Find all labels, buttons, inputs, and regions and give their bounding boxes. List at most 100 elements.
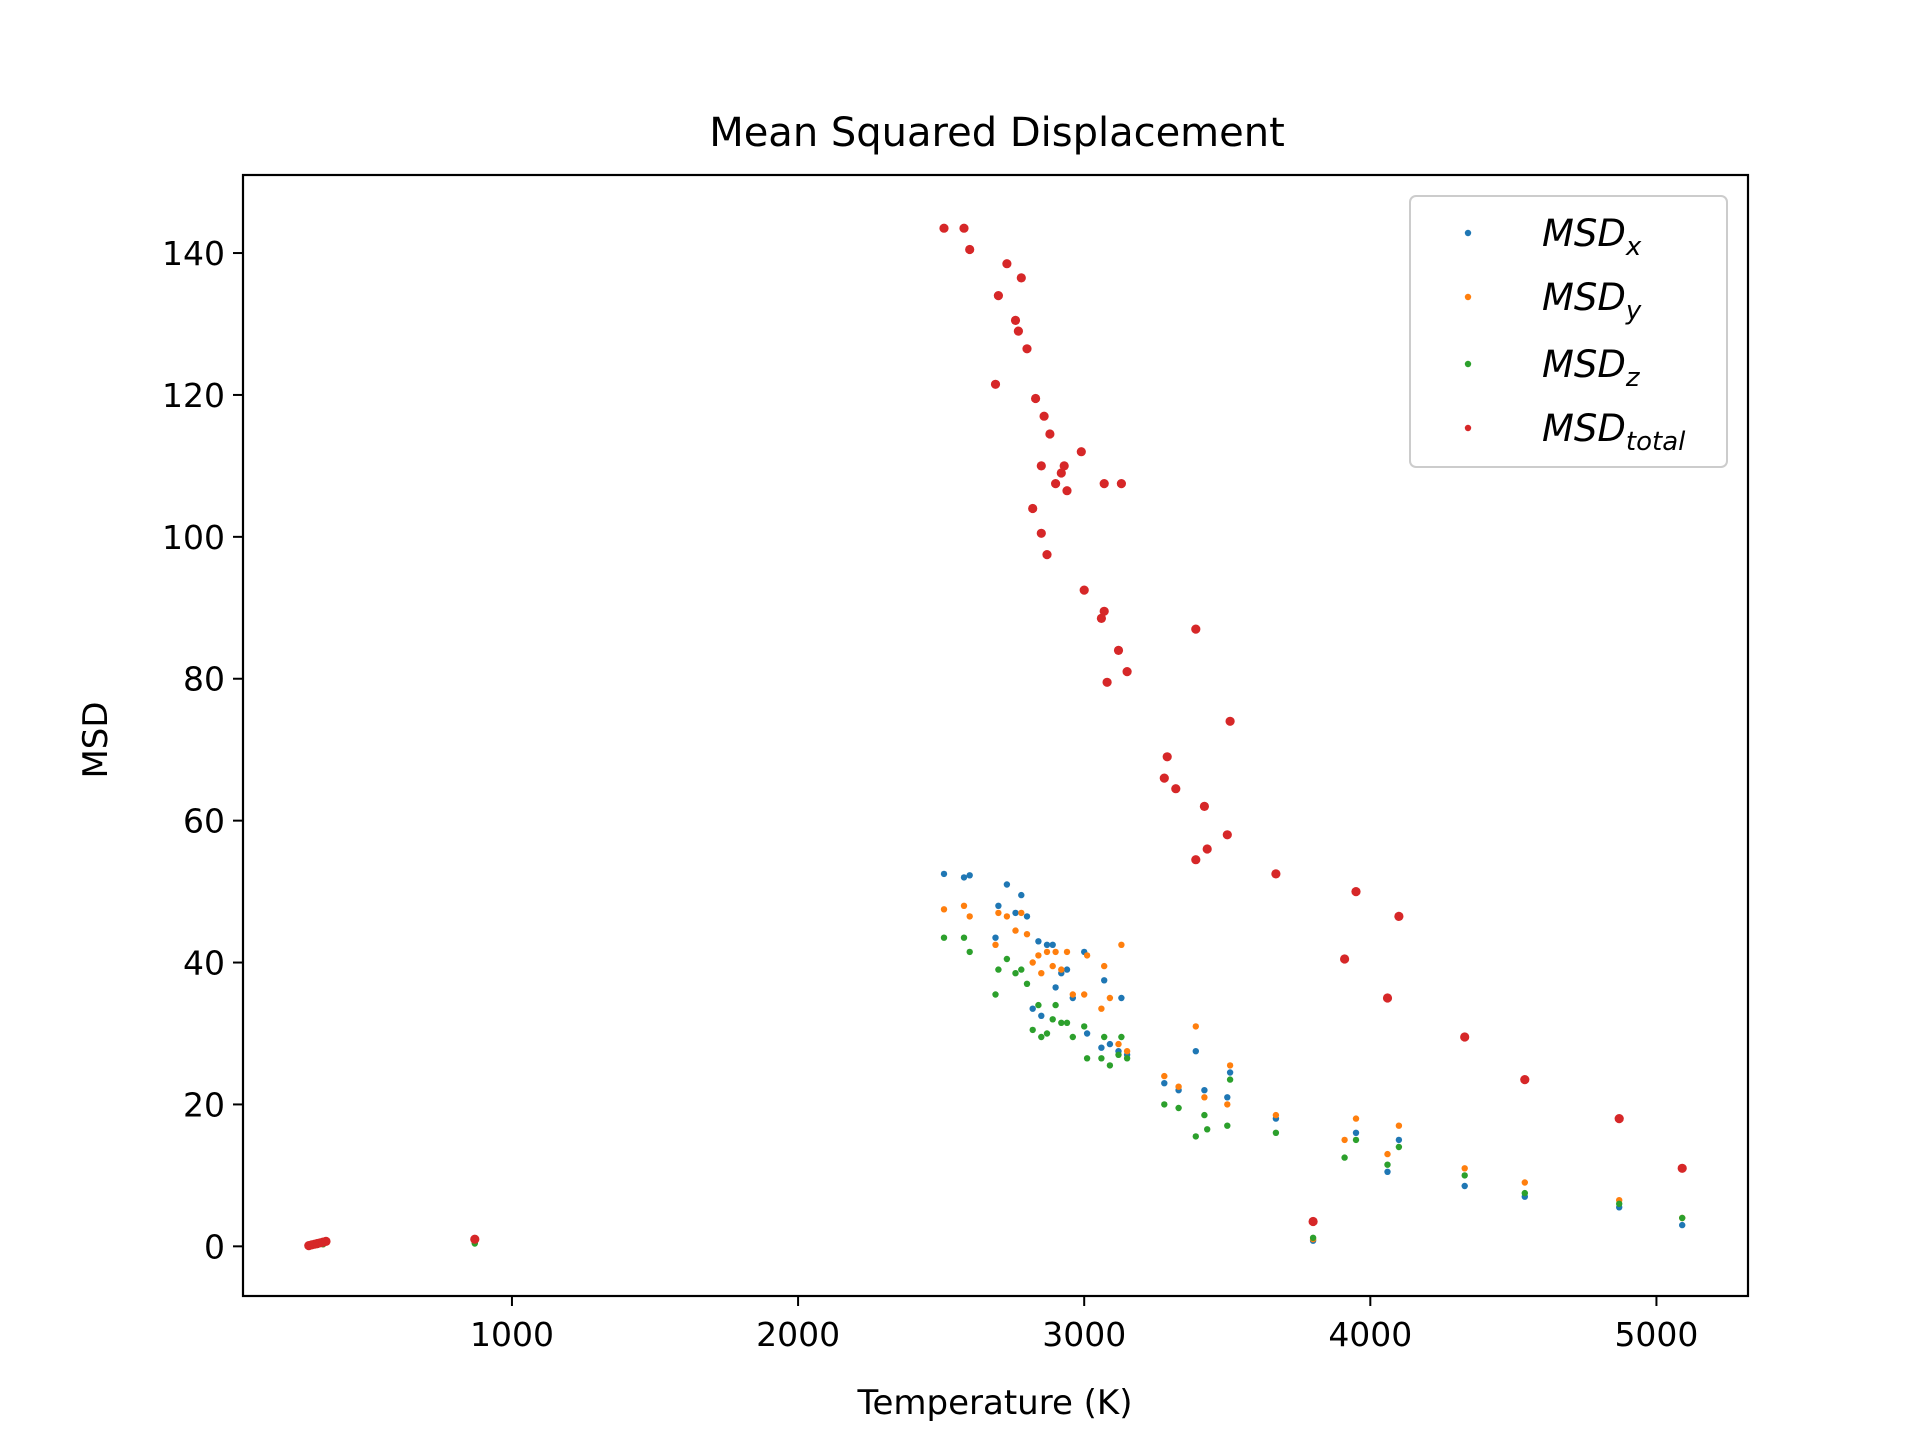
x-tick-label-3000: 3000	[1042, 1315, 1126, 1354]
point-msd-z-36	[1226, 1076, 1234, 1083]
point-msd-total-28	[1062, 486, 1072, 496]
point-msd-y-40	[1384, 1150, 1391, 1158]
point-msd-y-21	[1069, 991, 1077, 998]
point-msd-total-18	[1028, 503, 1038, 514]
point-msd-z-27	[1115, 1051, 1122, 1059]
point-msd-x-34	[1224, 1094, 1231, 1101]
point-msd-y-15	[1038, 970, 1045, 977]
point-msd-z-6	[966, 948, 973, 956]
point-msd-z-26	[1106, 1062, 1114, 1069]
point-msd-total-33	[1099, 606, 1109, 616]
point-msd-z-14	[1035, 1001, 1042, 1009]
point-msd-x-9	[1003, 881, 1011, 888]
point-msd-z-7	[992, 991, 999, 998]
point-msd-y-23	[1083, 952, 1091, 959]
point-msd-z-11	[1018, 966, 1025, 973]
point-msd-z-39	[1341, 1154, 1348, 1161]
point-msd-z-18	[1052, 1001, 1059, 1009]
point-msd-z-12	[1023, 980, 1031, 987]
point-msd-total-52	[1394, 911, 1404, 922]
x-axis-ticks: 1000 2000 3000 4000 5000	[470, 1296, 1698, 1354]
point-msd-y-29	[1123, 1048, 1131, 1055]
point-msd-z-24	[1098, 1055, 1105, 1062]
point-msd-total-16	[1016, 273, 1026, 283]
point-msd-x-7	[992, 934, 999, 941]
point-msd-y-22	[1081, 991, 1088, 998]
point-msd-z-40	[1352, 1136, 1360, 1144]
point-msd-z-19	[1058, 1019, 1065, 1026]
legend-label-y: MSDy	[1542, 276, 1642, 326]
point-msd-total-39	[1162, 752, 1172, 762]
point-msd-total-37	[1122, 667, 1132, 677]
point-msd-total-44	[1202, 844, 1212, 854]
point-msd-total-20	[1036, 461, 1046, 471]
point-msd-total-13	[1002, 259, 1012, 269]
point-msd-x-24	[1098, 1044, 1105, 1051]
point-msd-total-47	[1271, 869, 1281, 879]
point-msd-total-40	[1171, 784, 1181, 794]
point-msd-z-44	[1521, 1189, 1529, 1197]
point-msd-y-12	[1023, 931, 1031, 938]
point-msd-x-18	[1052, 984, 1059, 991]
point-msd-y-35	[1226, 1062, 1234, 1069]
point-msd-z-34	[1204, 1126, 1211, 1133]
point-msd-z-5	[960, 934, 968, 941]
point-msd-y-13	[1029, 959, 1036, 966]
point-msd-z-41	[1384, 1161, 1391, 1168]
point-msd-z-4	[940, 934, 948, 941]
point-msd-total-56	[1677, 1163, 1687, 1173]
point-msd-x-28	[1118, 994, 1125, 1002]
point-msd-x-15	[1038, 1012, 1045, 1019]
x-tick-label-1000: 1000	[470, 1315, 554, 1354]
point-msd-z-20	[1063, 1019, 1071, 1026]
point-msd-y-7	[992, 941, 999, 948]
y-axis-ticks: 0 20 40 60 80 100 120 140	[162, 234, 243, 1266]
point-msd-z-25	[1101, 1033, 1108, 1041]
point-msd-total-8	[939, 223, 949, 233]
legend-label-z: MSDz	[1542, 343, 1641, 393]
x-axis-label: Temperature (K)	[856, 1383, 1132, 1423]
point-msd-total-29	[1076, 447, 1086, 457]
chart-title: Mean Squared Displacement	[709, 110, 1285, 156]
point-msd-total-22	[1039, 411, 1049, 421]
point-msd-total-11	[990, 379, 1001, 389]
point-msd-total-24	[1045, 429, 1055, 439]
point-msd-total-53	[1460, 1032, 1470, 1042]
point-msd-x-11	[1018, 891, 1025, 899]
point-msd-y-10	[1012, 927, 1019, 934]
point-msd-y-8	[995, 909, 1002, 917]
point-msd-z-10	[1012, 970, 1019, 977]
y-tick-label-100: 100	[162, 518, 225, 557]
y-tick-label-20: 20	[183, 1085, 225, 1124]
point-msd-x-14	[1035, 938, 1042, 945]
legend-marker-y	[1464, 293, 1472, 301]
point-msd-x-10	[1012, 909, 1019, 917]
plot-frame	[241, 173, 1750, 1298]
point-msd-total-21	[1036, 528, 1046, 538]
point-msd-x-4	[940, 870, 948, 878]
point-msd-x-26	[1106, 1040, 1114, 1048]
point-msd-y-16	[1043, 948, 1051, 956]
point-msd-z-31	[1175, 1104, 1182, 1112]
point-msd-x-30	[1161, 1080, 1168, 1087]
point-msd-total-46	[1225, 716, 1235, 726]
point-msd-x-25	[1101, 977, 1108, 984]
point-msd-total-26	[1056, 468, 1066, 478]
y-tick-label-140: 140	[162, 234, 225, 273]
point-msd-total-51	[1382, 993, 1393, 1003]
point-msd-y-42	[1461, 1165, 1468, 1172]
point-msd-total-42	[1191, 624, 1201, 634]
point-msd-z-29	[1123, 1055, 1131, 1062]
point-msd-y-41	[1395, 1122, 1403, 1129]
point-msd-x-35	[1226, 1069, 1234, 1076]
point-msd-z-32	[1192, 1133, 1200, 1140]
point-msd-total-7	[470, 1234, 480, 1244]
point-msd-y-34	[1224, 1101, 1231, 1108]
point-msd-total-9	[959, 223, 969, 233]
point-msd-total-55	[1614, 1114, 1624, 1124]
point-msd-total-54	[1520, 1075, 1530, 1085]
point-msd-y-9	[1003, 913, 1011, 920]
point-msd-y-19	[1058, 966, 1065, 973]
